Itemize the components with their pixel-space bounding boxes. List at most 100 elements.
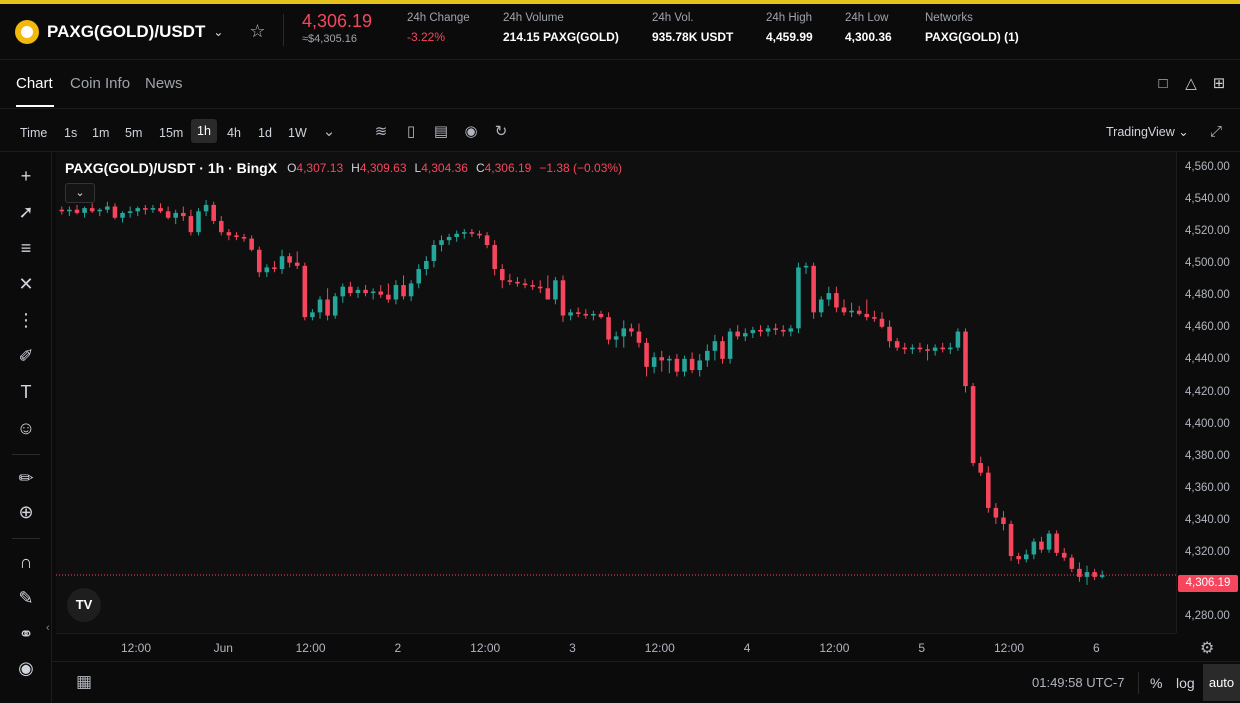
candle-body [705,350,710,361]
candle-body [765,328,771,332]
candle-body [469,232,475,234]
more-timeframes-chevron-icon[interactable]: ⌄ [322,123,336,140]
tab-chart[interactable]: Chart [16,75,53,92]
timeframe-1h[interactable]: 1h [191,119,217,143]
candle-body [431,244,437,262]
collapse-sidebar-icon[interactable]: ‹ [46,622,50,634]
candle-body [727,331,733,359]
candle-body [849,310,854,313]
magnet-icon[interactable]: ∩ [19,552,33,572]
clock-timezone[interactable]: 01:49:58 UTC-7 [1032,675,1125,690]
candle-body [211,204,216,221]
legend-low: L4,304.36 [414,161,468,175]
timeframe-15m[interactable]: 15m [159,126,184,140]
y-tick-label: 4,280.00 [1185,609,1230,622]
candle-body [568,312,573,316]
legend-collapse-chevron-icon[interactable]: ⌄ [65,183,95,203]
candle-body [894,341,900,348]
candle-body [477,233,482,236]
y-tick-label: 4,480.00 [1185,289,1230,302]
timeframe-4h[interactable]: 4h [227,126,241,140]
timeframe-1d[interactable]: 1d [258,126,272,140]
indicators-icon[interactable]: ≋ [374,123,388,140]
lock-drawing-icon[interactable]: ✎ [18,588,34,608]
candlestick-chart [56,200,1176,585]
header-divider [283,14,284,46]
last-price-tag: 4,306.19 [1178,575,1238,592]
tools-divider [12,454,40,455]
grid-layout-icon[interactable]: ⊞ [1212,75,1226,92]
chart-bottom-bar: ▦ 01:49:58 UTC-7 % log auto [52,661,1240,703]
candle-body [583,313,589,316]
time-axis[interactable]: 12:00 Jun 12:00 2 12:00 3 12:00 4 12:00 5 12:00 6 [56,633,1176,661]
candle-body [340,286,346,297]
crosshair-icon[interactable]: + [20,166,32,186]
timeframe-1s[interactable]: 1s [64,126,78,140]
ruler-icon[interactable]: ✏ [18,468,34,488]
tradingview-logo-icon[interactable]: TV [67,588,101,622]
candle-body [986,472,991,508]
candle-body [811,265,816,313]
candle-body [773,328,778,330]
candle-body [294,262,300,266]
pair-selector[interactable]: PAXG(GOLD)/USDT ⌄ ☆ [0,19,290,44]
candle-body [1039,541,1044,550]
fib-tool-icon[interactable]: ⋮ [17,310,35,330]
candle-body [606,317,611,340]
candle-body [515,281,520,284]
candle-body [993,507,999,518]
camera-icon[interactable]: ◉ [464,123,478,140]
log-toggle[interactable]: log [1176,675,1195,691]
fullscreen-icon[interactable]: ⤢ [1209,123,1222,140]
text-tool-icon[interactable]: T [20,382,32,402]
y-tick-label: 4,340.00 [1185,513,1230,526]
horizontal-lines-icon[interactable]: ≡ [20,238,32,258]
calendar-range-icon[interactable]: ▦ [76,672,93,691]
timeframe-1m[interactable]: 1m [92,126,110,140]
candle-body [218,220,224,233]
trend-line-icon[interactable]: ➚ [18,202,34,222]
x-tick-label: 12:00 [120,641,152,655]
brush-icon[interactable]: ✐ [18,346,34,366]
zoom-in-icon[interactable]: ⊕ [18,502,34,522]
percent-toggle[interactable]: % [1150,675,1163,691]
tab-coin-info[interactable]: Coin Info [70,75,131,92]
candle-body [910,347,915,350]
candle-body [249,238,254,250]
legend-change: −1.38 (−0.03%) [539,161,623,175]
alert-bell-icon[interactable]: △ [1185,75,1197,92]
y-tick-label: 4,360.00 [1185,481,1230,494]
candle-body [1084,572,1090,577]
timeframe-5m[interactable]: 5m [125,126,143,140]
refresh-icon[interactable]: ↻ [494,123,508,140]
x-tick-label: Jun [213,641,233,655]
candle-body [788,328,794,332]
emoji-icon[interactable]: ☺ [16,418,36,438]
view-mode-selector[interactable]: TradingView ⌄ [1106,125,1189,139]
bookmark-icon[interactable]: □ [1158,75,1168,92]
timeframe-1w[interactable]: 1W [288,126,307,140]
lock-icon[interactable]: ⚭ [18,624,34,644]
template-icon[interactable]: ▤ [433,123,449,140]
y-tick-label: 4,320.00 [1185,545,1230,558]
candle-body [439,240,444,245]
price-axis[interactable]: 4,560.00 4,540.00 4,520.00 4,500.00 4,480.00… [1176,152,1240,633]
candle-body [872,317,877,319]
candle-body [712,341,718,351]
candle-body [1016,556,1021,560]
chart-canvas[interactable] [56,152,1176,633]
favorite-star-icon[interactable]: ☆ [249,21,266,41]
chevron-down-icon[interactable]: ⌄ [213,24,224,39]
tab-news[interactable]: News [145,75,183,92]
pattern-icon[interactable]: ✕ [18,274,34,294]
candle-body [720,341,725,359]
axis-settings-icon[interactable]: ⚙ [1200,640,1215,657]
eye-icon[interactable]: ◉ [18,658,34,678]
auto-scale-toggle[interactable]: auto [1203,664,1240,701]
candle-body [537,286,543,289]
timeframe-time[interactable]: Time [20,126,48,140]
candle-body [818,299,824,313]
candle-body [545,288,551,300]
candle-body [742,333,748,337]
candle-type-icon[interactable]: ▯ [406,123,416,140]
